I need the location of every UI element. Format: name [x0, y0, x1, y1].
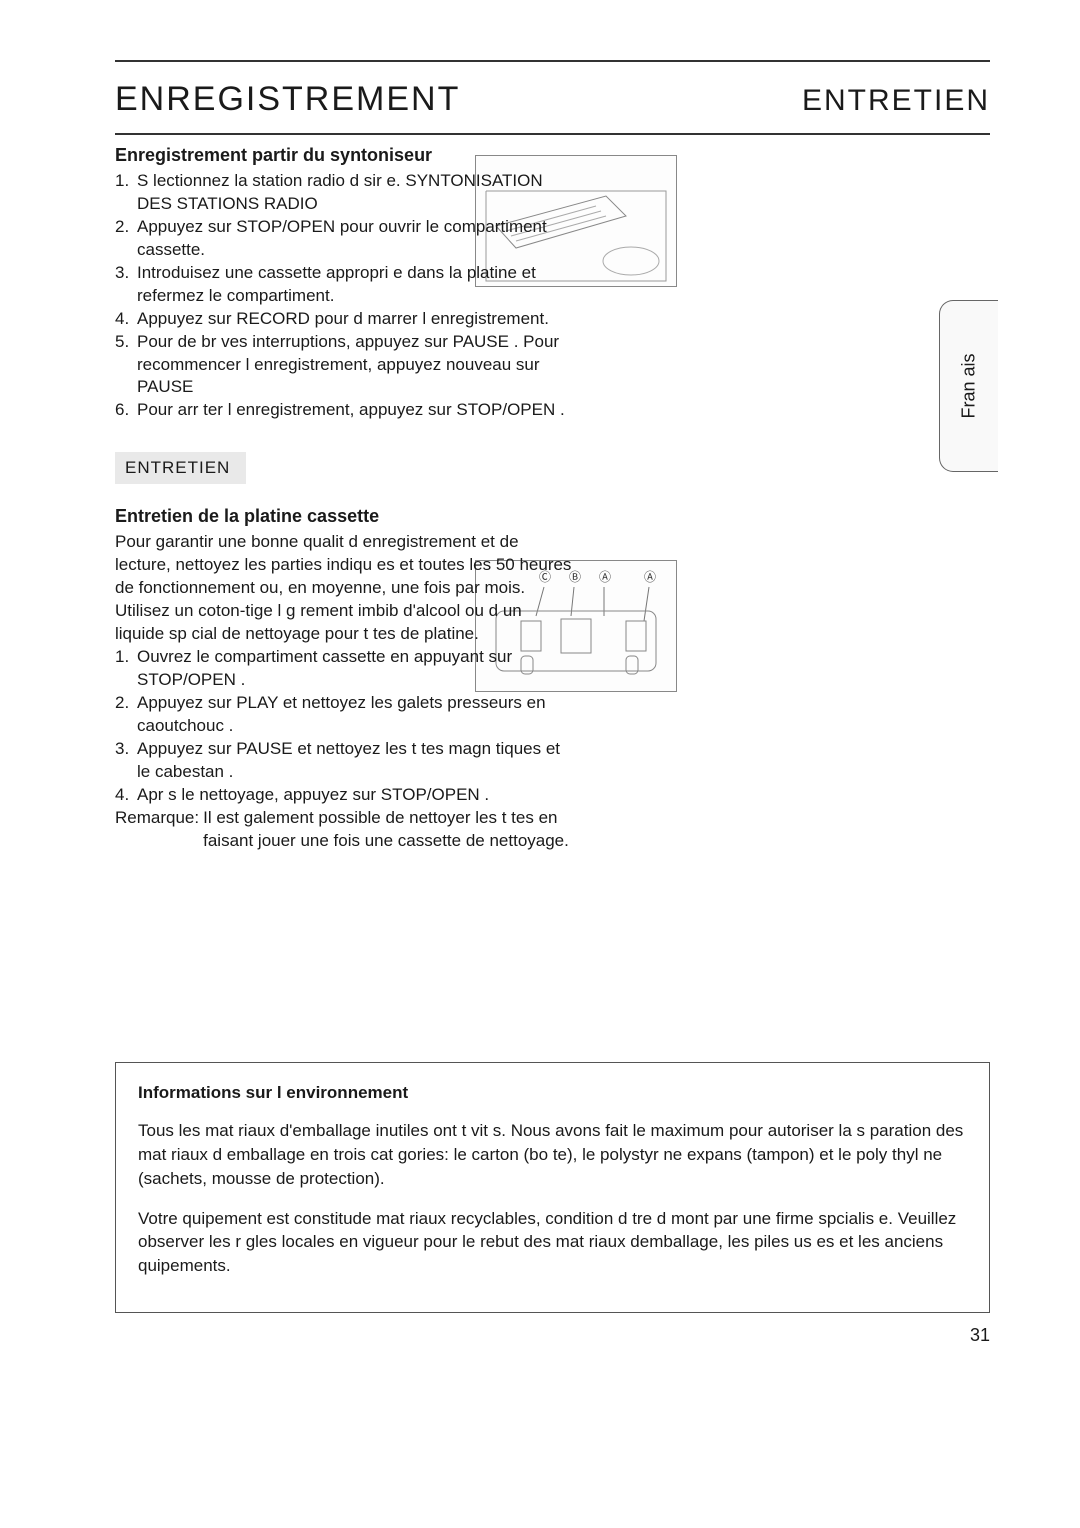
environment-heading: Informations sur l environnement — [138, 1081, 967, 1105]
environment-info-box: Informations sur l environnement Tous le… — [115, 1062, 990, 1313]
list-item: 6.Pour arr ter l enregistrement, appuyez… — [115, 399, 575, 422]
list-item: 1.S lectionnez la station radio d sir e.… — [115, 170, 575, 216]
maintenance-subtitle: Entretien de la platine cassette — [115, 506, 575, 527]
title-left: ENREGISTREMENT — [115, 80, 460, 119]
recording-section: Enregistrement partir du syntoniseur 1.S… — [115, 145, 575, 422]
maintenance-section: Entretien de la platine cassette Pour ga… — [115, 506, 575, 852]
remark-label: Remarque: — [115, 807, 199, 853]
maintenance-steps: 1.Ouvrez le compartiment cassette en app… — [115, 646, 575, 807]
list-item: 3.Introduisez une cassette appropri e da… — [115, 262, 575, 308]
title-bar: ENREGISTREMENT ENTRETIEN — [115, 70, 990, 135]
environment-paragraph-2: Votre quipement est constitude mat riaux… — [138, 1207, 967, 1278]
list-item: 2.Appuyez sur STOP/OPEN pour ouvrir le c… — [115, 216, 575, 262]
recording-steps: 1.S lectionnez la station radio d sir e.… — [115, 170, 575, 422]
language-tab-label: Fran ais — [959, 353, 980, 418]
maintenance-remark: Remarque: Il est galement possible de ne… — [115, 807, 575, 853]
page: ENREGISTREMENT ENTRETIEN Fran ais Ⓒ Ⓑ Ⓐ … — [0, 0, 1080, 1528]
svg-text:Ⓐ: Ⓐ — [644, 570, 656, 584]
svg-text:Ⓐ: Ⓐ — [599, 570, 611, 584]
title-right: ENTRETIEN — [802, 84, 990, 118]
page-number: 31 — [115, 1325, 990, 1346]
list-item: 4.Appuyez sur RECORD pour d marrer l enr… — [115, 308, 575, 331]
list-item: 1.Ouvrez le compartiment cassette en app… — [115, 646, 575, 692]
list-item: 2.Appuyez sur PLAY et nettoyez les galet… — [115, 692, 575, 738]
list-item: 4.Apr s le nettoyage, appuyez sur STOP/O… — [115, 784, 575, 807]
list-item: 5.Pour de br ves interruptions, appuyez … — [115, 331, 575, 400]
recording-subtitle: Enregistrement partir du syntoniseur — [115, 145, 575, 166]
remark-text: Il est galement possible de nettoyer les… — [203, 807, 575, 853]
top-rule — [115, 60, 990, 62]
list-item: 3.Appuyez sur PAUSE et nettoyez les t te… — [115, 738, 575, 784]
language-tab: Fran ais — [939, 300, 998, 472]
environment-paragraph-1: Tous les mat riaux d'emballage inutiles … — [138, 1119, 967, 1190]
maintenance-intro: Pour garantir une bonne qualit d enregis… — [115, 531, 575, 646]
maintenance-section-label: ENTRETIEN — [115, 452, 246, 484]
